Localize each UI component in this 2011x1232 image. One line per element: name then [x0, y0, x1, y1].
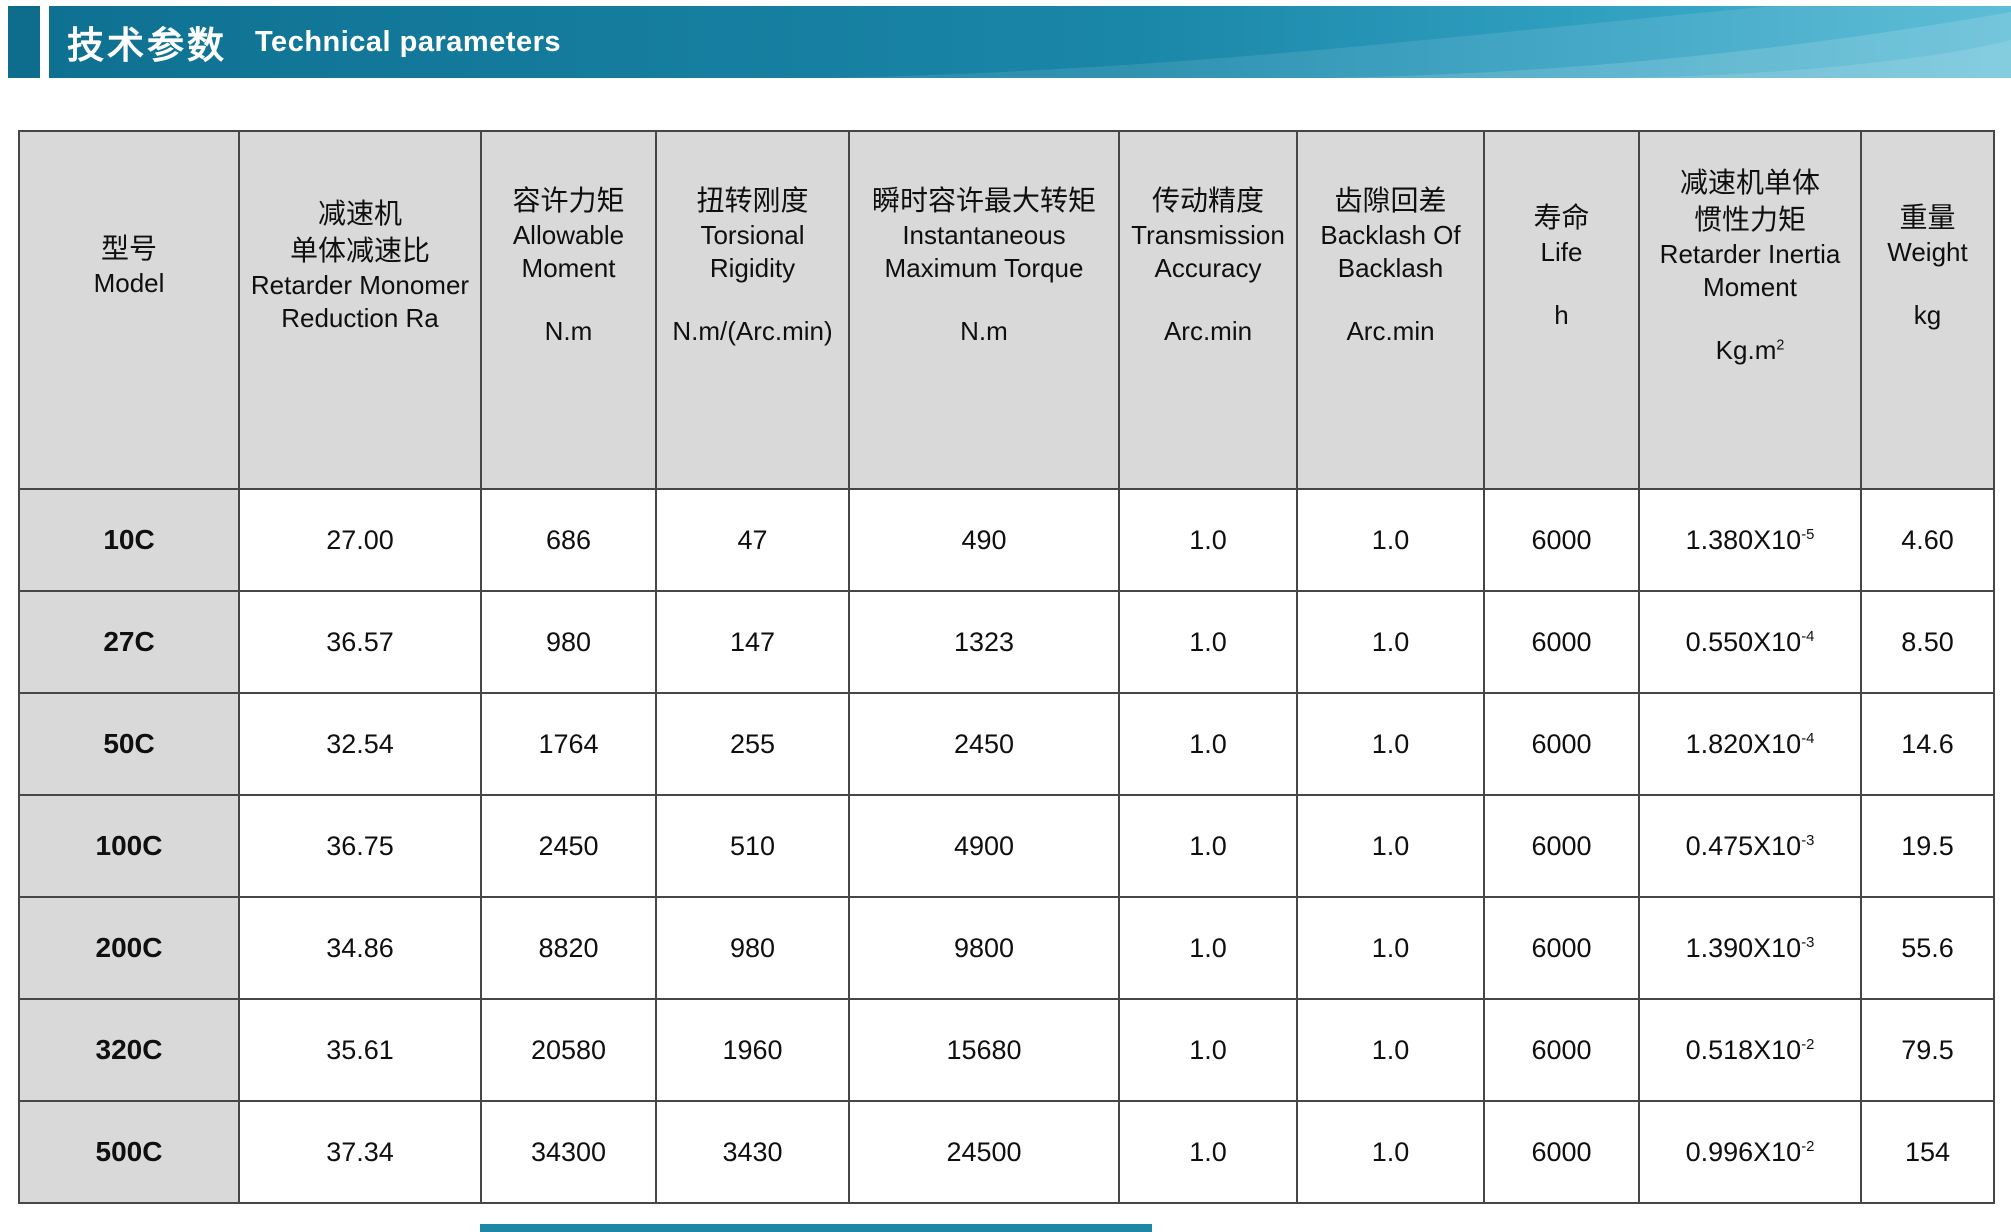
table-row: 50C 32.54 1764 255 2450 1.0 1.0 6000 1.820X10-4 1…: [18, 692, 1995, 796]
table-body: 10C 27.00 686 47 490 1.0 1.0 6000 1.380X10-5 4.60…: [18, 488, 1995, 1204]
banner-wave-decoration: [829, 6, 2011, 78]
header-accent-block: [8, 6, 40, 78]
header-banner: 技术参数 Technical parameters: [49, 6, 2011, 78]
cell-life: 6000: [1483, 1100, 1640, 1204]
bottom-accent-bar: [480, 1224, 1152, 1232]
column-header-backlash: 齿隙回差 Backlash Of Backlash Arc.min: [1296, 130, 1485, 490]
cell-backlash: 1.0: [1296, 896, 1485, 1000]
cell-model: 320C: [18, 998, 240, 1102]
cell-reduction_ratio: 32.54: [238, 692, 482, 796]
cell-torsional_rigidity: 147: [655, 590, 850, 694]
cell-allowable_moment: 686: [480, 488, 657, 592]
cell-max_torque: 24500: [848, 1100, 1120, 1204]
cell-max_torque: 4900: [848, 794, 1120, 898]
cell-transmission_accuracy: 1.0: [1118, 896, 1298, 1000]
cell-weight: 154: [1860, 1100, 1995, 1204]
cell-backlash: 1.0: [1296, 1100, 1485, 1204]
cell-transmission_accuracy: 1.0: [1118, 1100, 1298, 1204]
cell-model: 27C: [18, 590, 240, 694]
cell-life: 6000: [1483, 590, 1640, 694]
cell-backlash: 1.0: [1296, 692, 1485, 796]
section-header: 技术参数 Technical parameters: [8, 6, 2011, 78]
cell-inertia: 1.390X10-3: [1638, 896, 1862, 1000]
cell-reduction_ratio: 35.61: [238, 998, 482, 1102]
cell-torsional_rigidity: 980: [655, 896, 850, 1000]
cell-torsional_rigidity: 255: [655, 692, 850, 796]
table-row: 500C 37.34 34300 3430 24500 1.0 1.0 6000 0.996X1…: [18, 1100, 1995, 1204]
cell-inertia: 1.820X10-4: [1638, 692, 1862, 796]
cell-model: 100C: [18, 794, 240, 898]
table-row: 10C 27.00 686 47 490 1.0 1.0 6000 1.380X10-5 4.60: [18, 488, 1995, 592]
cell-model: 10C: [18, 488, 240, 592]
cell-inertia: 0.996X10-2: [1638, 1100, 1862, 1204]
cell-weight: 19.5: [1860, 794, 1995, 898]
cell-model: 500C: [18, 1100, 240, 1204]
cell-life: 6000: [1483, 896, 1640, 1000]
cell-backlash: 1.0: [1296, 488, 1485, 592]
cell-reduction_ratio: 36.57: [238, 590, 482, 694]
cell-torsional_rigidity: 47: [655, 488, 850, 592]
table-header-row: 型号 Model 减速机 单体减速比 Retarder Monomer Reduction…: [18, 130, 1995, 490]
cell-weight: 4.60: [1860, 488, 1995, 592]
column-header-life: 寿命 Life h: [1483, 130, 1640, 490]
cell-torsional_rigidity: 3430: [655, 1100, 850, 1204]
cell-transmission_accuracy: 1.0: [1118, 488, 1298, 592]
table-row: 100C 36.75 2450 510 4900 1.0 1.0 6000 0.475X10-3…: [18, 794, 1995, 898]
table-row: 200C 34.86 8820 980 9800 1.0 1.0 6000 1.390X10-3…: [18, 896, 1995, 1000]
page-title: 技术参数: [67, 25, 227, 66]
page-title-en: Technical parameters: [255, 25, 562, 58]
column-header-model: 型号 Model: [18, 130, 240, 490]
column-header-max_torque: 瞬时容许最大转矩 Instantaneous Maximum Torque N.m: [848, 130, 1120, 490]
column-header-transmission_accuracy: 传动精度 Transmission Accuracy Arc.min: [1118, 130, 1298, 490]
cell-backlash: 1.0: [1296, 590, 1485, 694]
cell-max_torque: 490: [848, 488, 1120, 592]
cell-max_torque: 9800: [848, 896, 1120, 1000]
cell-torsional_rigidity: 510: [655, 794, 850, 898]
cell-reduction_ratio: 37.34: [238, 1100, 482, 1204]
cell-max_torque: 15680: [848, 998, 1120, 1102]
parameters-table: 型号 Model 减速机 单体减速比 Retarder Monomer Reduction…: [18, 130, 1995, 1204]
cell-model: 200C: [18, 896, 240, 1000]
cell-weight: 8.50: [1860, 590, 1995, 694]
cell-reduction_ratio: 27.00: [238, 488, 482, 592]
cell-weight: 14.6: [1860, 692, 1995, 796]
cell-inertia: 1.380X10-5: [1638, 488, 1862, 592]
cell-reduction_ratio: 36.75: [238, 794, 482, 898]
cell-life: 6000: [1483, 998, 1640, 1102]
cell-reduction_ratio: 34.86: [238, 896, 482, 1000]
cell-weight: 79.5: [1860, 998, 1995, 1102]
cell-backlash: 1.0: [1296, 998, 1485, 1102]
cell-max_torque: 2450: [848, 692, 1120, 796]
cell-inertia: 0.518X10-2: [1638, 998, 1862, 1102]
cell-allowable_moment: 20580: [480, 998, 657, 1102]
cell-allowable_moment: 980: [480, 590, 657, 694]
column-header-allowable_moment: 容许力矩 Allowable Moment N.m: [480, 130, 657, 490]
cell-life: 6000: [1483, 488, 1640, 592]
cell-allowable_moment: 8820: [480, 896, 657, 1000]
cell-life: 6000: [1483, 794, 1640, 898]
cell-inertia: 0.550X10-4: [1638, 590, 1862, 694]
column-header-weight: 重量 Weight kg: [1860, 130, 1995, 490]
cell-torsional_rigidity: 1960: [655, 998, 850, 1102]
cell-transmission_accuracy: 1.0: [1118, 794, 1298, 898]
cell-model: 50C: [18, 692, 240, 796]
cell-allowable_moment: 34300: [480, 1100, 657, 1204]
table-row: 27C 36.57 980 147 1323 1.0 1.0 6000 0.550X10-4 8.…: [18, 590, 1995, 694]
cell-transmission_accuracy: 1.0: [1118, 590, 1298, 694]
cell-max_torque: 1323: [848, 590, 1120, 694]
cell-transmission_accuracy: 1.0: [1118, 692, 1298, 796]
cell-life: 6000: [1483, 692, 1640, 796]
column-header-torsional_rigidity: 扭转刚度 Torsional Rigidity N.m/(Arc.min): [655, 130, 850, 490]
column-header-reduction_ratio: 减速机 单体减速比 Retarder Monomer Reduction Ra: [238, 130, 482, 490]
cell-backlash: 1.0: [1296, 794, 1485, 898]
column-header-inertia: 减速机单体 惯性力矩 Retarder Inertia Moment Kg.m2: [1638, 130, 1862, 490]
cell-weight: 55.6: [1860, 896, 1995, 1000]
cell-allowable_moment: 1764: [480, 692, 657, 796]
cell-inertia: 0.475X10-3: [1638, 794, 1862, 898]
table-row: 320C 35.61 20580 1960 15680 1.0 1.0 6000 0.518X1…: [18, 998, 1995, 1102]
cell-transmission_accuracy: 1.0: [1118, 998, 1298, 1102]
cell-allowable_moment: 2450: [480, 794, 657, 898]
